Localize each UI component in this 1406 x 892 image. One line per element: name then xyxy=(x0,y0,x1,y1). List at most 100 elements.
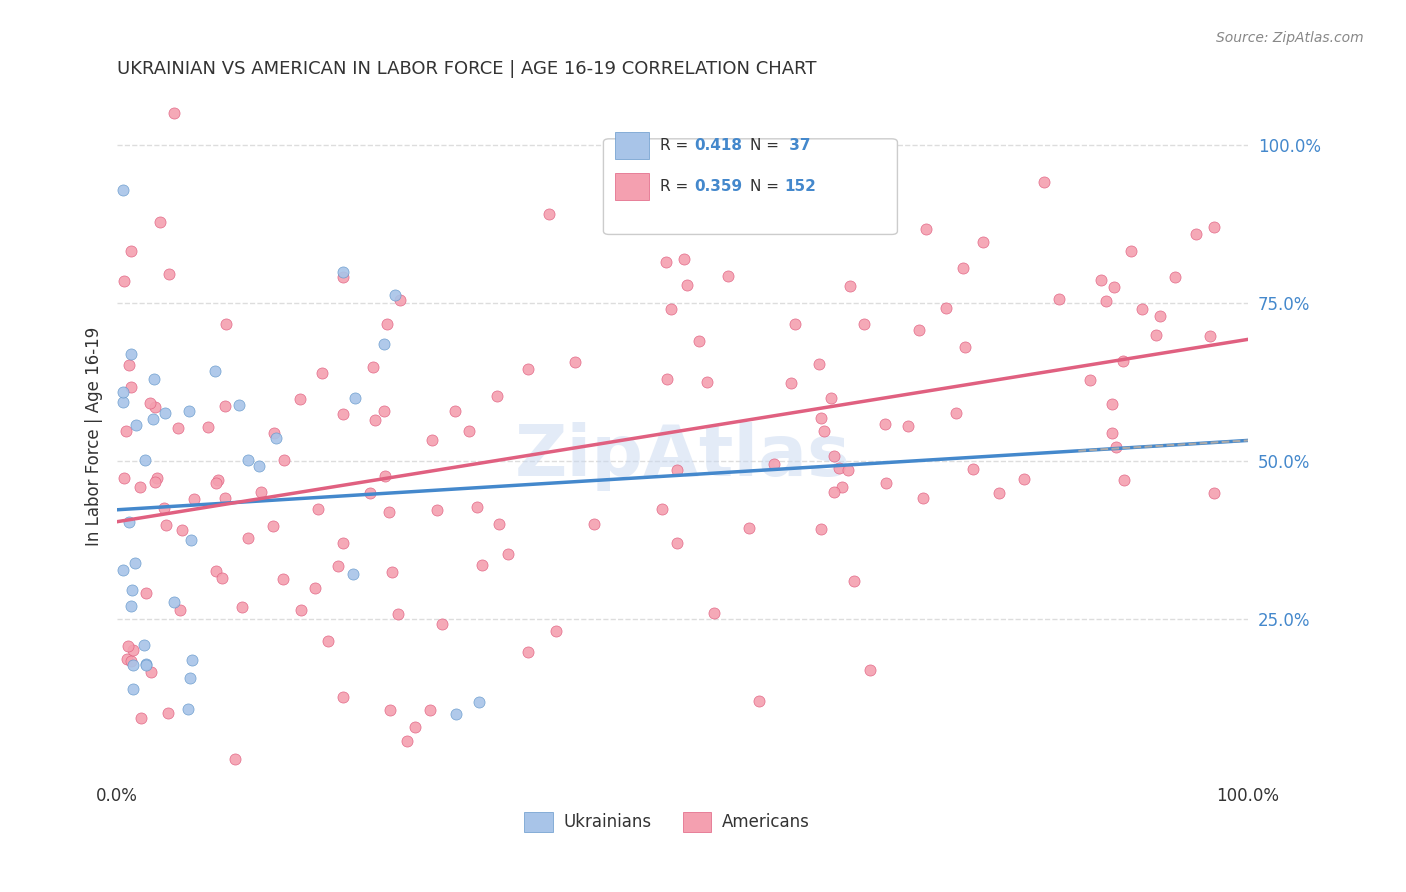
Point xyxy=(143,475,166,489)
Point xyxy=(290,603,312,617)
FancyBboxPatch shape xyxy=(603,139,897,235)
Text: N =: N = xyxy=(751,138,785,153)
Point xyxy=(117,639,139,653)
Point xyxy=(824,484,846,499)
Point xyxy=(149,215,172,229)
Point xyxy=(361,359,384,374)
Point xyxy=(307,501,329,516)
Point xyxy=(810,411,832,425)
Point xyxy=(972,235,994,250)
Point xyxy=(831,480,853,494)
Text: UKRAINIAN VS AMERICAN IN LABOR FORCE | AGE 16-19 CORRELATION CHART: UKRAINIAN VS AMERICAN IN LABOR FORCE | A… xyxy=(117,60,817,78)
Point xyxy=(823,449,845,463)
Point xyxy=(702,606,724,620)
Point xyxy=(183,491,205,506)
Point xyxy=(271,572,294,586)
Point xyxy=(111,385,134,400)
Point xyxy=(332,270,354,285)
Point xyxy=(155,518,177,533)
Point xyxy=(142,411,165,425)
Point xyxy=(228,398,250,412)
Point xyxy=(332,690,354,704)
Point xyxy=(231,600,253,615)
Point xyxy=(897,418,920,433)
Point xyxy=(311,366,333,380)
Point xyxy=(139,665,162,679)
Point xyxy=(659,301,682,316)
Point xyxy=(120,347,142,361)
Bar xyxy=(614,132,648,160)
Point xyxy=(672,252,695,267)
Point xyxy=(172,523,194,537)
Point xyxy=(384,288,406,302)
Point xyxy=(125,418,148,433)
Point xyxy=(666,462,689,476)
Text: R =: R = xyxy=(659,138,693,153)
Point xyxy=(122,658,145,673)
Point xyxy=(1047,293,1070,307)
Point xyxy=(1202,486,1225,500)
Point xyxy=(396,734,419,748)
Point xyxy=(1090,273,1112,287)
Point xyxy=(1101,425,1123,440)
Point xyxy=(332,264,354,278)
Point xyxy=(359,485,381,500)
Point xyxy=(657,371,679,385)
Point xyxy=(129,480,152,494)
Point xyxy=(143,400,166,414)
Point xyxy=(342,567,364,582)
Point xyxy=(288,392,311,406)
Point xyxy=(180,533,202,547)
Point xyxy=(655,254,678,268)
Point xyxy=(332,407,354,421)
Point xyxy=(1121,244,1143,258)
Point xyxy=(247,458,270,473)
Point xyxy=(1114,473,1136,487)
Point xyxy=(332,536,354,550)
Point xyxy=(207,473,229,487)
Point xyxy=(304,582,326,596)
Point xyxy=(912,491,935,505)
Point xyxy=(152,501,174,516)
Point xyxy=(373,404,395,418)
Point xyxy=(204,364,226,378)
Point xyxy=(373,337,395,351)
Point xyxy=(839,279,862,293)
Point xyxy=(1012,472,1035,486)
Point xyxy=(748,693,770,707)
Point xyxy=(146,471,169,485)
Point xyxy=(155,406,177,420)
Point xyxy=(1198,328,1220,343)
Point xyxy=(873,417,896,432)
Point xyxy=(844,574,866,588)
Point xyxy=(488,517,510,532)
Point xyxy=(908,323,931,337)
Point xyxy=(914,222,936,236)
Text: ZipAtlas: ZipAtlas xyxy=(515,422,851,491)
Point xyxy=(211,571,233,585)
Text: Americans: Americans xyxy=(723,813,810,830)
Point xyxy=(179,403,201,417)
Point xyxy=(1112,354,1135,368)
Point xyxy=(374,469,396,483)
Point xyxy=(583,516,606,531)
Point xyxy=(273,453,295,467)
Point xyxy=(717,269,740,284)
Point xyxy=(177,702,200,716)
Point xyxy=(120,380,142,394)
Point xyxy=(326,558,349,573)
Point xyxy=(197,419,219,434)
Point xyxy=(1184,227,1206,241)
Point xyxy=(763,457,786,471)
Point xyxy=(122,681,145,696)
Text: Ukrainians: Ukrainians xyxy=(564,813,652,830)
Point xyxy=(134,638,156,652)
Point xyxy=(134,453,156,467)
Y-axis label: In Labor Force | Age 16-19: In Labor Force | Age 16-19 xyxy=(86,326,103,546)
Point xyxy=(318,634,340,648)
Point xyxy=(1202,220,1225,235)
Point xyxy=(458,425,481,439)
Point xyxy=(214,400,236,414)
Point xyxy=(135,586,157,600)
Point xyxy=(111,564,134,578)
